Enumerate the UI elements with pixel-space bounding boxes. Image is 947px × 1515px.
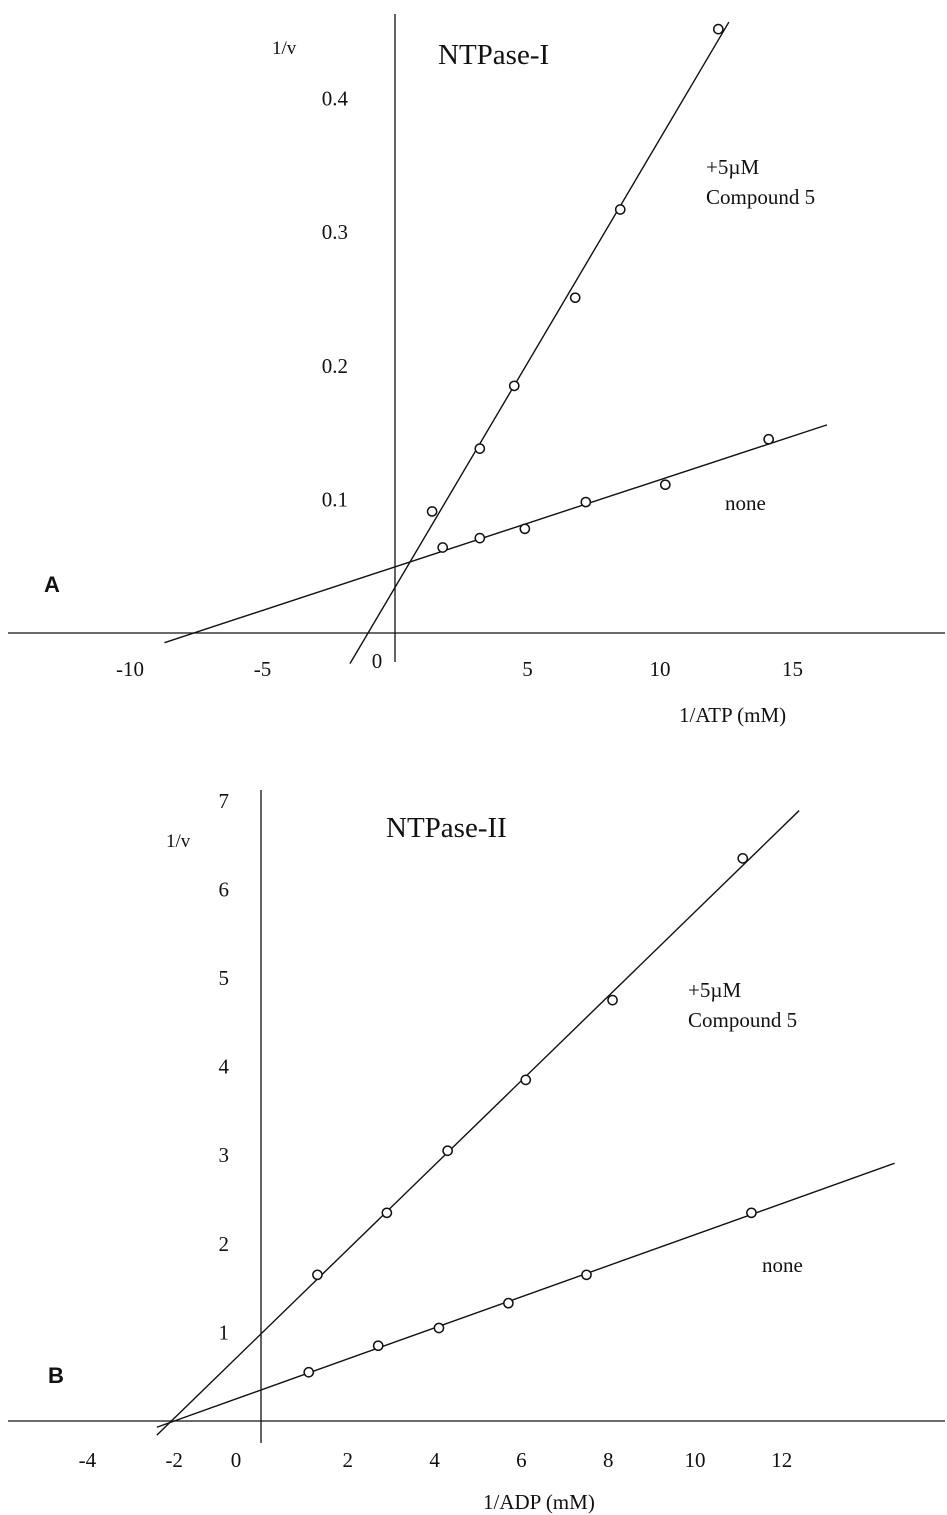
series-label-line: none (725, 491, 766, 515)
y-tick-label: 4 (219, 1055, 230, 1079)
y-axis-label: 1/v (166, 831, 191, 852)
y-tick-label: 0.4 (322, 87, 349, 111)
data-point (580, 496, 592, 508)
x-tick-label: -4 (79, 1448, 97, 1472)
chart-title: NTPase-II (386, 812, 507, 844)
fit-line (164, 424, 828, 644)
data-point (433, 1322, 445, 1334)
data-point (519, 523, 531, 535)
y-tick-label: 7 (219, 789, 230, 813)
data-point (520, 1074, 532, 1086)
y-tick-label: 0.3 (322, 220, 348, 244)
y-tick-label: 2 (219, 1232, 230, 1256)
series-label: +5µM Compound 5 (706, 155, 815, 209)
x-axis-label: 1/ATP (mM) (679, 703, 786, 727)
x-tick-label: -5 (254, 657, 272, 681)
x-tick-label: 4 (429, 1448, 440, 1472)
y-axis-label: 1/v (272, 38, 297, 59)
x-tick-label: 12 (771, 1448, 792, 1472)
data-point (381, 1207, 393, 1219)
data-point (442, 1145, 453, 1157)
x-tick-label: 10 (650, 657, 671, 681)
x-tick-label: 2 (343, 1448, 354, 1472)
data-point (503, 1297, 514, 1309)
series-label: none (762, 1253, 803, 1277)
panel-label: A (44, 572, 60, 597)
data-point (746, 1207, 757, 1219)
data-point (474, 532, 486, 544)
data-point (737, 853, 749, 864)
x-tick-label: 15 (782, 657, 803, 681)
data-point (508, 380, 520, 392)
data-point (303, 1366, 315, 1378)
data-point (659, 479, 671, 491)
chart-title: NTPase-I (438, 39, 549, 71)
x-axis-label: 1/ADP (mM) (483, 1490, 595, 1514)
x-tick-label: -2 (165, 1448, 183, 1472)
x-tick-label: 8 (603, 1448, 614, 1472)
fit-line (349, 21, 730, 665)
panel-a: -10 -5 0 5 10 15 0.1 0.2 0.3 0.4 NTPase-I 1/v 1/ATP … (8, 14, 945, 727)
series-label: none (725, 491, 766, 515)
series-compound-5: +5µM Compound 5 (349, 21, 815, 665)
data-point (312, 1269, 323, 1281)
y-tick-label: 6 (219, 877, 230, 901)
y-tick-label: 0.1 (322, 487, 348, 511)
y-tick-label: 0.2 (322, 354, 348, 378)
fit-line (156, 1162, 895, 1428)
series-compound-5: +5µM Compound 5 (156, 810, 800, 1436)
x-tick-label: 0 (372, 649, 383, 673)
series-none: none (156, 1162, 895, 1428)
series-label: +5µM Compound 5 (688, 978, 797, 1032)
x-tick-label: 0 (231, 1448, 242, 1472)
series-none: none (164, 424, 828, 644)
data-point (372, 1340, 384, 1352)
x-tick-label: -10 (116, 657, 144, 681)
y-tick-label: 5 (219, 966, 230, 990)
data-point (763, 433, 775, 445)
data-point (437, 542, 449, 553)
fit-line (156, 810, 800, 1436)
data-point (614, 204, 626, 215)
data-point (426, 506, 438, 517)
x-tick-label: 5 (522, 657, 533, 681)
x-tick-label: 6 (516, 1448, 527, 1472)
series-label-line: +5µM (688, 978, 741, 1002)
data-point (607, 994, 618, 1006)
panel-label: B (48, 1363, 64, 1388)
x-tick-label: 10 (685, 1448, 706, 1472)
series-label-line: Compound 5 (688, 1008, 797, 1032)
series-label-line: Compound 5 (706, 185, 815, 209)
data-point (569, 292, 581, 304)
data-point (581, 1269, 592, 1281)
data-point (712, 23, 724, 35)
y-tick-label: 3 (219, 1143, 230, 1167)
y-tick-label: 1 (219, 1320, 230, 1344)
series-label-line: none (762, 1253, 803, 1277)
series-label-line: +5µM (706, 155, 759, 179)
data-point (474, 443, 486, 454)
